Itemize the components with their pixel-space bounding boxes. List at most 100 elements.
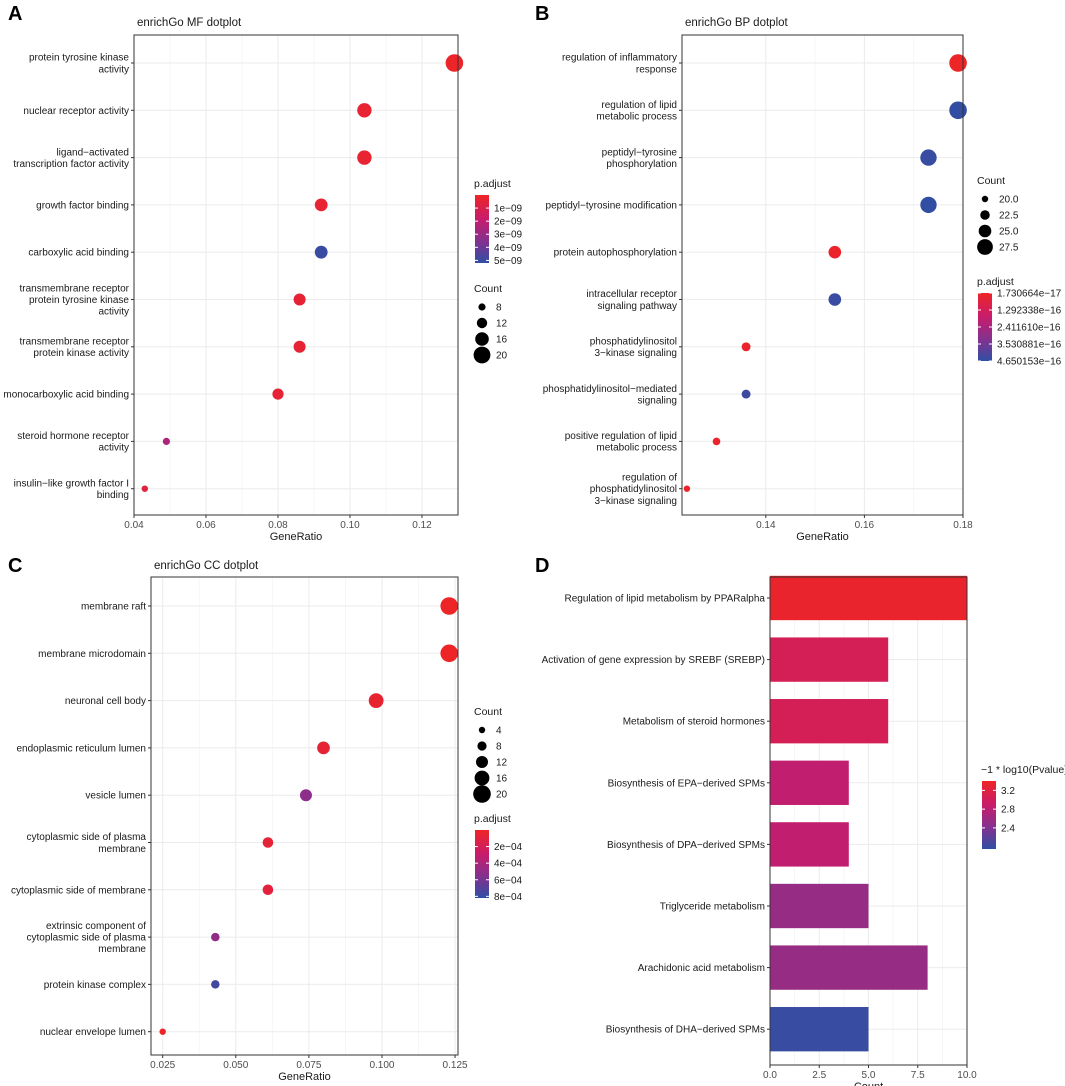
category-label-line: positive regulation of lipid — [565, 431, 677, 442]
bar — [770, 699, 889, 744]
category-label: membrane raft — [81, 602, 146, 613]
category-label-line: Activation of gene expression by SREBF (… — [542, 655, 765, 666]
category-label-line: intracellular receptor — [586, 289, 677, 300]
category-label-line: Biosynthesis of DPA−derived SPMs — [607, 840, 765, 851]
category-label-line: neuronal cell body — [65, 696, 146, 707]
color-legend-label: 1.730664e−17 — [997, 289, 1062, 300]
category-label: Arachidonic acid metabolism — [638, 963, 765, 974]
size-legend-dot — [478, 726, 486, 734]
plot-area — [151, 577, 458, 1055]
category-label-line: response — [636, 64, 678, 75]
category-label-line: protein tyrosine kinase — [29, 295, 129, 306]
data-point — [299, 789, 312, 802]
data-point — [440, 644, 459, 663]
plot-area — [682, 35, 963, 515]
data-point — [262, 884, 274, 896]
x-tick-label: 0.12 — [412, 520, 432, 531]
category-label: Regulation of lipid metabolism by PPARal… — [565, 594, 766, 605]
category-label: cytoplasmic side of membrane — [11, 885, 146, 896]
legend-title: −1 * log10(Pvalue) — [981, 764, 1065, 776]
category-label: peptidyl−tyrosine modification — [546, 200, 677, 211]
category-label-line: peptidyl−tyrosine — [602, 147, 678, 158]
x-tick-label: 0.025 — [150, 1060, 175, 1071]
chart-title: enrichGo CC dotplot — [154, 560, 259, 572]
category-label-line: transmembrane receptor — [20, 283, 130, 294]
category-label-line: signaling — [638, 395, 677, 406]
category-label: transmembrane receptor protein kinase act… — [20, 337, 130, 360]
color-legend-label: 2.4 — [1001, 823, 1015, 834]
category-label-line: endoplasmic reticulum lumen — [16, 743, 146, 754]
mf-dotplot-panel: enrichGo MF dotplot protein tyrosine kina… — [3, 17, 522, 543]
category-label-line: extrinsic component of — [46, 921, 146, 932]
data-point — [211, 980, 220, 989]
size-legend-label: 12 — [496, 319, 508, 330]
category-label-line: activity — [98, 307, 129, 318]
category-label-line: insulin−like growth factor I — [14, 478, 129, 489]
category-label-line: regulation of — [622, 473, 677, 484]
color-legend-bar — [475, 830, 489, 898]
size-legend-dot — [977, 239, 993, 255]
size-legend-dot — [474, 770, 490, 786]
x-tick-label: 10.0 — [957, 1070, 977, 1081]
category-label-line: membrane microdomain — [38, 649, 146, 660]
size-legend-label: 27.5 — [999, 243, 1019, 254]
data-point — [272, 388, 284, 400]
data-point — [357, 150, 372, 165]
size-legend-dot — [980, 210, 990, 220]
bar — [770, 1007, 869, 1052]
x-tick-label: 0.0 — [763, 1070, 777, 1081]
plot-area — [134, 35, 458, 515]
data-point — [314, 245, 328, 259]
data-point — [445, 54, 464, 72]
category-label-line: Arachidonic acid metabolism — [638, 963, 765, 974]
category-label: nuclear envelope lumen — [40, 1027, 146, 1038]
color-legend-label: 6e−04 — [494, 875, 523, 886]
category-label-line: protein kinase activity — [33, 348, 129, 359]
category-label-line: growth factor binding — [36, 200, 129, 211]
category-label-line: vesicle lumen — [85, 791, 146, 802]
category-label: peptidyl−tyrosine phosphorylation — [602, 147, 678, 170]
legend-title: Count — [977, 175, 1005, 187]
bar — [770, 637, 889, 682]
size-legend-label: 16 — [496, 335, 508, 346]
category-label-line: Biosynthesis of DHA−derived SPMs — [606, 1025, 765, 1036]
size-legend-label: 20.0 — [999, 195, 1019, 206]
category-label-line: Regulation of lipid metabolism by PPARal… — [565, 594, 766, 605]
bp-dotplot-panel: enrichGo BP dotplot regulation of inflamm… — [543, 17, 1062, 543]
color-legend-label: 1e−09 — [494, 204, 523, 215]
x-tick-label: 0.16 — [855, 520, 875, 531]
data-point — [159, 1028, 166, 1035]
color-legend-label: 4.650153e−16 — [997, 357, 1062, 368]
category-label: nuclear receptor activity — [23, 106, 129, 117]
category-label: growth factor binding — [36, 200, 129, 211]
category-label-line: steroid hormone receptor — [17, 431, 129, 442]
category-label-line: membrane — [98, 944, 146, 955]
category-label: steroid hormone receptor activity — [17, 431, 129, 454]
size-legend-dot — [981, 195, 989, 203]
category-label: regulation of phosphatidylinositol 3−kinas… — [590, 473, 677, 507]
category-label-line: phosphorylation — [606, 159, 677, 170]
size-legend-label: 12 — [496, 758, 508, 769]
x-tick-label: 0.100 — [369, 1060, 394, 1071]
data-point — [741, 389, 751, 399]
category-label-line: metabolic process — [596, 112, 677, 123]
category-label-line: monocarboxylic acid binding — [3, 390, 129, 401]
size-legend-label: 16 — [496, 774, 508, 785]
panel-label-a: A — [8, 3, 22, 25]
bar — [770, 945, 928, 990]
category-label: Biosynthesis of DHA−derived SPMs — [606, 1025, 765, 1036]
x-tick-label: 0.08 — [268, 520, 288, 531]
category-label: extrinsic component of cytoplasmic side o… — [27, 921, 147, 955]
category-label: vesicle lumen — [85, 791, 146, 802]
color-legend-label: 3.530881e−16 — [997, 340, 1062, 351]
category-label-line: transmembrane receptor — [20, 337, 130, 348]
category-label: monocarboxylic acid binding — [3, 390, 129, 401]
data-point — [741, 342, 751, 352]
size-legend-label: 8 — [496, 742, 502, 753]
x-tick-label: 0.18 — [953, 520, 973, 531]
category-label: protein autophosphorylation — [554, 248, 677, 259]
category-label: Triglyceride metabolism — [660, 902, 765, 913]
category-label: intracellular receptor signaling pathway — [586, 289, 677, 312]
category-label-line: activity — [98, 443, 129, 454]
